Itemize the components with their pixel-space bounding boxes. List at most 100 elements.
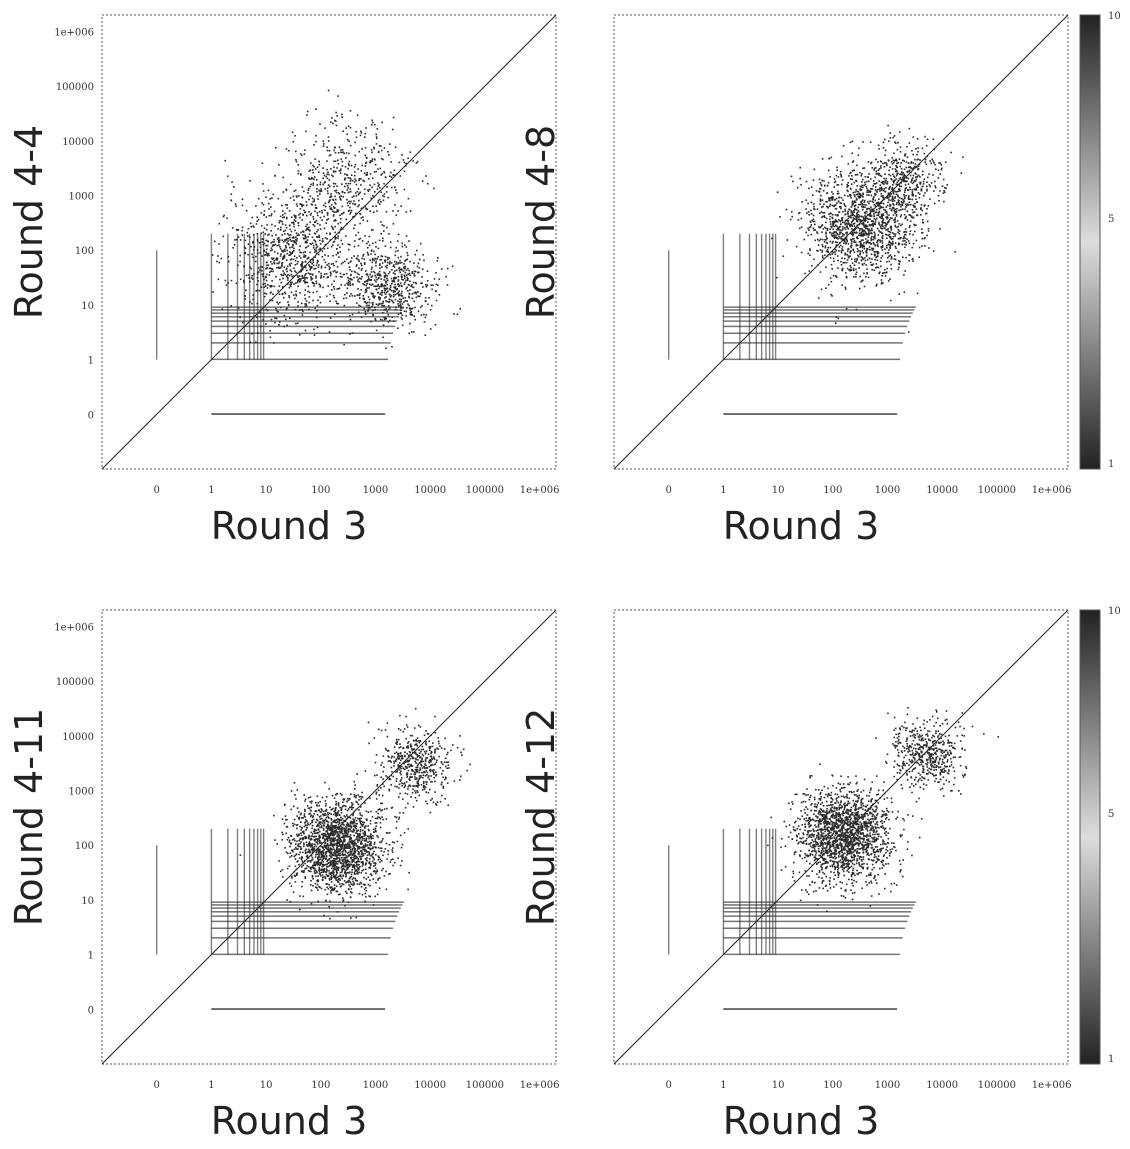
scatter-point <box>278 285 281 287</box>
scatter-point <box>383 170 385 173</box>
scatter-point <box>329 154 332 156</box>
scatter-point <box>890 237 892 240</box>
scatter-point <box>249 180 251 182</box>
scatter-point <box>345 218 347 221</box>
scatter-point <box>293 214 296 217</box>
scatter-point <box>916 201 918 203</box>
scatter-point <box>840 264 843 266</box>
scatter-point <box>380 255 382 257</box>
scatter-point <box>339 792 342 795</box>
scatter-point <box>293 241 296 243</box>
scatter-point <box>315 108 317 110</box>
scatter-point <box>790 211 793 213</box>
scatter-point <box>321 863 324 866</box>
scatter-point <box>262 203 265 206</box>
scatter-point <box>795 245 798 248</box>
scatter-point <box>310 902 313 905</box>
scatter-point <box>366 282 369 285</box>
scatter-point <box>862 232 865 234</box>
scatter-point <box>400 273 403 276</box>
scatter-point <box>920 188 923 190</box>
count-column <box>755 233 758 360</box>
scatter-point <box>304 303 306 305</box>
scatter-point <box>880 175 883 178</box>
scatter-point <box>289 283 291 286</box>
scatter-point <box>917 192 920 194</box>
scatter-point <box>345 846 348 848</box>
scatter-point <box>370 229 373 231</box>
scatter-point <box>798 211 801 214</box>
scatter-point <box>376 273 379 276</box>
scatter-point <box>394 186 396 188</box>
scatter-point <box>823 241 826 243</box>
scatter-point <box>312 184 314 186</box>
scatter-point <box>927 228 930 230</box>
scatter-point <box>792 180 794 183</box>
scatter-point <box>304 261 307 263</box>
scatter-point <box>903 235 905 238</box>
scatter-point <box>403 831 406 834</box>
scatter-point <box>335 271 337 274</box>
scatter-point <box>903 173 905 176</box>
scatter-point <box>347 125 350 128</box>
scatter-point <box>859 252 861 255</box>
scatter-point <box>403 170 406 172</box>
scatter-point <box>873 236 876 239</box>
y-tick-label: 0 <box>88 410 94 421</box>
scatter-point <box>366 274 369 276</box>
scatter-point <box>877 252 880 254</box>
scatter-point <box>389 241 392 243</box>
scatter-point <box>929 185 931 188</box>
scatter-point <box>363 258 365 261</box>
scatter-point <box>420 282 422 285</box>
scatter-point <box>323 259 325 261</box>
scatter-point <box>309 870 311 873</box>
scatter-point <box>847 217 850 220</box>
scatter-point <box>888 169 890 172</box>
scatter-point <box>928 247 930 249</box>
scatter-point <box>350 822 352 825</box>
scatter-point <box>829 231 831 234</box>
scatter-point <box>871 268 873 271</box>
scatter-point <box>302 234 304 236</box>
scatter-point <box>841 238 844 240</box>
scatter-point <box>269 284 271 287</box>
scatter-point <box>838 250 840 252</box>
scatter-point <box>366 844 369 847</box>
scatter-point <box>275 307 277 310</box>
scatter-point <box>338 818 340 821</box>
scatter-point <box>311 824 314 827</box>
scatter-point <box>276 238 279 240</box>
scatter-point <box>305 225 307 228</box>
scatter-point <box>886 247 888 249</box>
scatter-point <box>926 181 928 183</box>
scatter-point <box>414 253 417 256</box>
scatter-point <box>878 180 880 182</box>
scatter-point <box>305 848 307 851</box>
scatter-point <box>849 172 851 175</box>
scatter-point <box>347 824 349 827</box>
scatter-point <box>914 230 916 233</box>
scatter-point <box>840 174 842 177</box>
scatter-point <box>384 848 387 850</box>
scatter-point <box>367 190 370 192</box>
scatter-point <box>318 852 320 854</box>
scatter-point <box>313 232 316 235</box>
scatter-point <box>431 288 433 291</box>
scatter-point <box>308 813 310 815</box>
scatter-point <box>820 194 822 197</box>
scatter-point <box>289 882 291 885</box>
scatter-point <box>294 263 297 266</box>
scatter-point <box>889 137 892 139</box>
scatter-point <box>319 818 322 820</box>
scatter-point <box>327 262 330 265</box>
scatter-point <box>394 286 397 288</box>
scatter-point <box>904 184 907 186</box>
scatter-point <box>414 270 417 273</box>
scatter-point <box>339 841 341 843</box>
scatter-point <box>386 300 388 303</box>
scatter-point <box>282 176 284 179</box>
scatter-point <box>865 234 868 236</box>
scatter-point <box>895 169 898 172</box>
scatter-point <box>899 173 901 176</box>
